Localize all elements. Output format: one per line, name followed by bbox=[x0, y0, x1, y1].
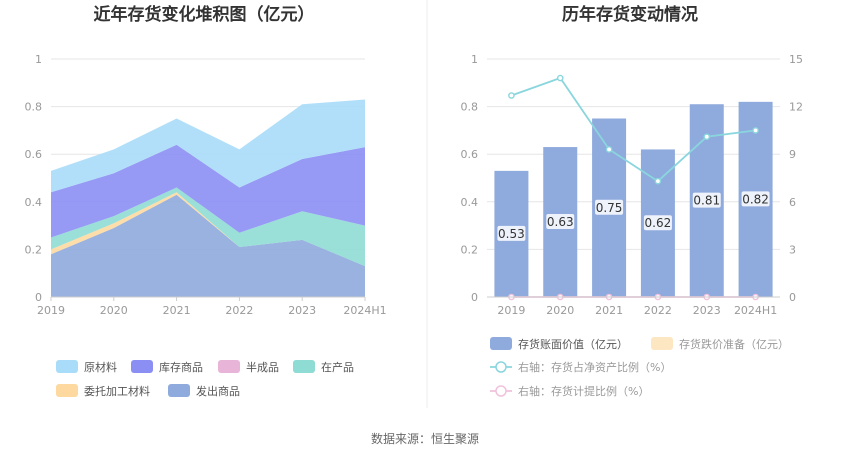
line-point-2 bbox=[556, 74, 564, 82]
right-legend-marker bbox=[495, 385, 507, 397]
right-legend-label: 右轴：存货占净资产比例（%） bbox=[518, 360, 671, 374]
right-x-tick-label: 2020 bbox=[546, 304, 574, 317]
right-legend-label: 存货跌价准备（亿元） bbox=[679, 337, 789, 351]
bar-label-bg bbox=[692, 192, 721, 208]
area-series-2 bbox=[51, 187, 365, 267]
left-legend-swatch bbox=[218, 360, 240, 373]
left-legend-label: 发出商品 bbox=[196, 384, 240, 398]
bar-data-label: 0.62 bbox=[645, 216, 672, 230]
right-legend-label: 右轴：存货计提比例（%） bbox=[518, 384, 649, 398]
right-y-tick-label: 0.2 bbox=[461, 243, 479, 256]
line-point-2 bbox=[654, 177, 662, 185]
left-legend-label: 委托加工材料 bbox=[84, 384, 150, 398]
right-legend-marker bbox=[495, 361, 507, 373]
right-chart-title: 历年存货变动情况 bbox=[562, 4, 698, 25]
bar-data-label: 0.75 bbox=[596, 201, 623, 215]
right-y2-tick-label: 6 bbox=[789, 196, 796, 209]
left-x-tick-label: 2020 bbox=[100, 304, 128, 317]
right-y2-tick-label: 3 bbox=[789, 243, 796, 256]
left-legend-swatch bbox=[56, 360, 78, 373]
bar-data-label: 0.82 bbox=[742, 192, 769, 206]
bar-data-label: 0.63 bbox=[547, 215, 574, 229]
left-y-tick-label: 0.6 bbox=[25, 148, 43, 161]
left-chart-title: 近年存货变化堆积图（亿元） bbox=[94, 4, 315, 25]
left-legend-swatch bbox=[293, 360, 315, 373]
left-x-tick-label: 2022 bbox=[225, 304, 253, 317]
right-axes: 2019 2020 2021 2022 2023 2024H1 bbox=[487, 296, 780, 317]
right-legend-swatch bbox=[651, 337, 673, 350]
right-y-tick-label: 0 bbox=[471, 291, 478, 304]
area-series-4 bbox=[51, 144, 365, 238]
right-y-tick-label: 0.4 bbox=[461, 196, 479, 209]
right-x-tick-label: 2019 bbox=[497, 304, 525, 317]
bar-label-bg bbox=[497, 225, 526, 241]
right-y-tick-label: 1 bbox=[471, 53, 478, 66]
bar-data-label: 0.81 bbox=[693, 194, 720, 208]
left-legend-label: 在产品 bbox=[321, 360, 354, 374]
left-areas bbox=[51, 99, 365, 297]
data-source: 数据来源：恒生聚源 bbox=[371, 431, 479, 446]
right-x-tick-label: 2024H1 bbox=[734, 304, 777, 317]
left-x-tick-label: 2023 bbox=[288, 304, 316, 317]
bar-label-bg bbox=[595, 199, 624, 215]
right-x-tick-label: 2022 bbox=[644, 304, 672, 317]
right-x-tick-label: 2023 bbox=[693, 304, 721, 317]
bar-label-bg bbox=[741, 191, 770, 207]
bar-data-label: 0.53 bbox=[498, 227, 525, 241]
left-axes: 2019 2020 2021 2022 2023 2024H1 bbox=[37, 296, 387, 317]
right-y-tick-label: 0.8 bbox=[461, 101, 479, 114]
right-y-tick-label: 0.6 bbox=[461, 148, 479, 161]
right-x-tick-label: 2021 bbox=[595, 304, 623, 317]
right-y2-tick-label: 0 bbox=[789, 291, 796, 304]
line-point-2 bbox=[703, 133, 711, 141]
stacked-area-chart: 近年存货变化堆积图（亿元） 0 0.2 0.4 0.6 0.8 1 2019 2020 202… bbox=[25, 4, 387, 398]
right-y2-tick-label: 9 bbox=[789, 148, 796, 161]
area-series-0 bbox=[51, 194, 365, 297]
left-y-tick-label: 0.4 bbox=[25, 196, 43, 209]
left-x-tick-label: 2024H1 bbox=[343, 304, 386, 317]
right-legend-label: 存货账面价值（亿元） bbox=[518, 337, 628, 351]
line-point-2 bbox=[508, 92, 515, 99]
bar-label-bg bbox=[546, 214, 575, 230]
right-y2-tick-label: 12 bbox=[789, 101, 803, 114]
bar-label-bg bbox=[643, 215, 672, 231]
left-legend-label: 库存商品 bbox=[159, 360, 203, 374]
left-legend-label: 原材料 bbox=[84, 360, 117, 374]
right-bars: 0.53 0.63 0.75 0.62 0.81 0.82 bbox=[494, 101, 773, 297]
left-y-tick-label: 0.2 bbox=[25, 243, 43, 256]
left-x-tick-label: 2021 bbox=[163, 304, 191, 317]
right-y2-tick-label: 15 bbox=[789, 53, 803, 66]
left-y-tick-label: 0.8 bbox=[25, 101, 43, 114]
left-legend-label: 半成品 bbox=[246, 360, 279, 374]
right-legend-swatch bbox=[490, 337, 512, 350]
right-legend: 存货账面价值（亿元） 存货跌价准备（亿元） 右轴：存货占净资产比例（%） 右轴：存货计… bbox=[490, 337, 789, 398]
line-point-2 bbox=[605, 146, 613, 153]
line-point-2 bbox=[752, 127, 759, 134]
left-y-tick-label: 0 bbox=[35, 291, 42, 304]
left-legend-swatch bbox=[168, 384, 190, 397]
left-y-tick-label: 1 bbox=[35, 53, 42, 66]
area-series-5 bbox=[51, 99, 365, 193]
line-series-2 bbox=[511, 76, 756, 183]
left-x-tick-label: 2019 bbox=[37, 304, 65, 317]
left-legend-swatch bbox=[56, 384, 78, 397]
left-legend-swatch bbox=[131, 360, 153, 373]
